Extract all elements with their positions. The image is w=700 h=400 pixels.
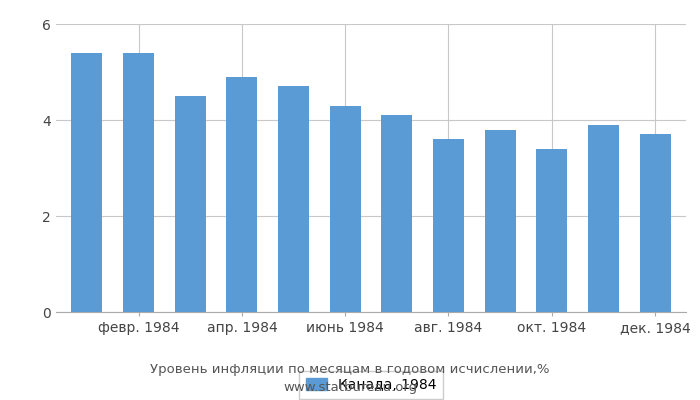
Bar xyxy=(330,106,360,312)
Bar xyxy=(433,139,464,312)
Text: Уровень инфляции по месяцам в годовом исчислении,%: Уровень инфляции по месяцам в годовом ис… xyxy=(150,364,550,376)
Bar xyxy=(536,149,567,312)
Legend: Канада, 1984: Канада, 1984 xyxy=(299,371,443,399)
Bar xyxy=(588,125,619,312)
Bar xyxy=(382,115,412,312)
Bar xyxy=(71,53,102,312)
Bar xyxy=(640,134,671,312)
Text: www.statbureau.org: www.statbureau.org xyxy=(283,382,417,394)
Bar xyxy=(123,53,154,312)
Bar xyxy=(175,96,206,312)
Bar xyxy=(484,130,516,312)
Bar xyxy=(226,77,258,312)
Bar xyxy=(278,86,309,312)
